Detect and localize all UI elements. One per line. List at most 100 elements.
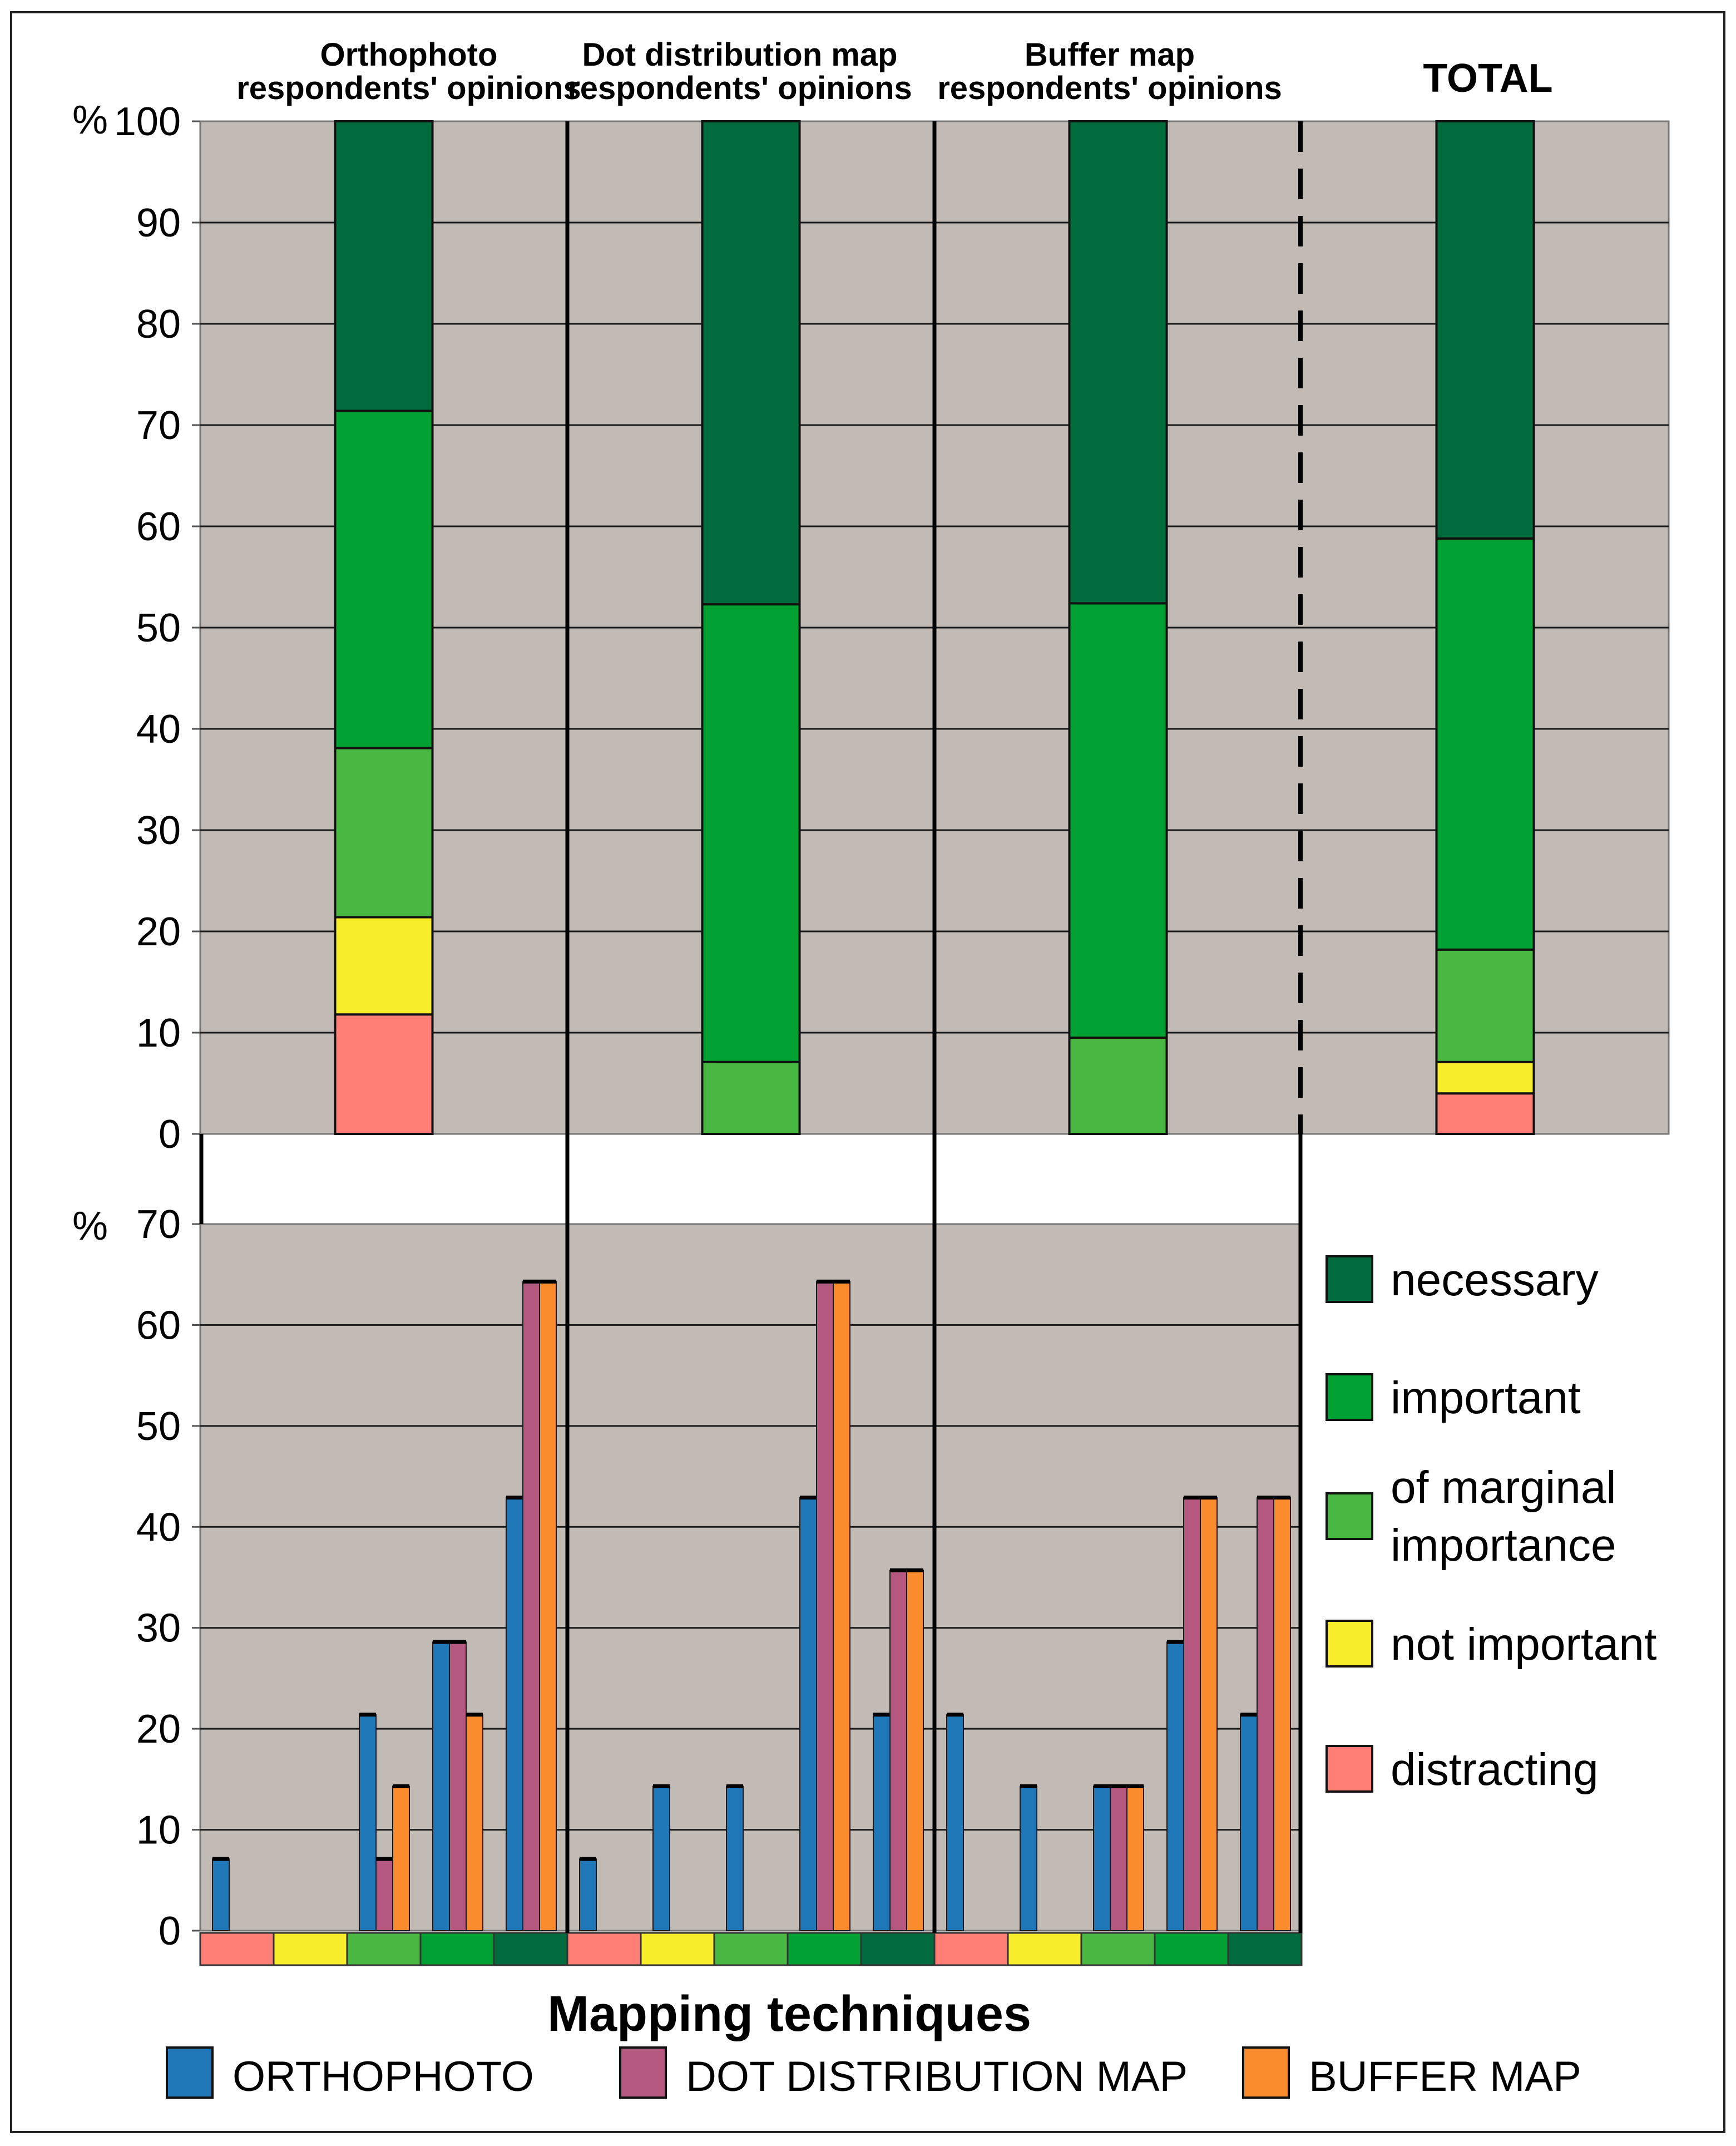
- x-axis-label: Mapping techniques: [547, 1986, 1031, 2042]
- category-swatch-necessary: [1227, 1932, 1303, 1966]
- top-y-tick-label: 70: [136, 403, 181, 448]
- stacked-segment-necessary: [1435, 120, 1535, 540]
- bar-dot-distribution-map: [1257, 1497, 1274, 1931]
- bar-buffer-map: [1200, 1497, 1218, 1931]
- panel-title: TOTAL: [1423, 56, 1552, 101]
- category-swatch-of-marginal-importance: [1080, 1932, 1156, 1966]
- stacked-segment-of-marginal-importance: [1068, 1037, 1168, 1135]
- bottom-y-tick-labels: 0 10 20 30 40 50 60 70: [136, 1202, 200, 1953]
- top-y-tick-label: 60: [136, 505, 181, 549]
- stacked-segment-important: [334, 410, 434, 749]
- top-stacked-bars: [334, 120, 1535, 1136]
- bottom-y-tick-label: 70: [136, 1202, 181, 1247]
- stacked-segment-of-marginal-importance: [334, 747, 434, 919]
- category-swatch-necessary: [860, 1932, 936, 1966]
- top-y-axis-label: %: [72, 98, 108, 142]
- bar-buffer-map: [906, 1570, 924, 1932]
- bottom-panel: 0 10 20 30 40 50 60 70 % Mapping techniques: [72, 1202, 1303, 2042]
- stacked-segment-of-marginal-importance: [1435, 948, 1535, 1063]
- bar-orthophoto: [579, 1858, 597, 1932]
- top-y-tick-label: 80: [136, 302, 181, 347]
- bar-dot-distribution-map: [375, 1858, 393, 1932]
- bottom-y-tick-label: 40: [136, 1505, 181, 1550]
- legend-label: distracting: [1391, 1744, 1599, 1795]
- technique-legend-swatch: [166, 2046, 214, 2099]
- top-panel: 0 10 20 30 40 50 60 70 80 90 100 % Orthophoto respo…: [72, 37, 1670, 1157]
- bar-dot-distribution-map: [1110, 1785, 1127, 1931]
- stacked-segment-of-marginal-importance: [701, 1060, 801, 1136]
- top-y-tick-label: 30: [136, 808, 181, 853]
- technique-legend-label: BUFFER MAP: [1309, 2053, 1581, 2100]
- panel-title: Orthophoto respondents' opinions: [236, 37, 581, 106]
- stacked-segment-necessary: [334, 120, 434, 412]
- legend-swatch: [1326, 1492, 1373, 1540]
- top-y-tick-labels: 0 10 20 30 40 50 60 70 80 90 100: [114, 100, 200, 1157]
- stacked-segment-not-important: [334, 916, 434, 1016]
- top-y-tick-label: 40: [136, 707, 181, 752]
- category-swatch-important: [1154, 1932, 1229, 1966]
- bar-buffer-map: [1126, 1785, 1144, 1931]
- technique-legend-swatch: [619, 2046, 667, 2099]
- bottom-y-tick-label: 30: [136, 1606, 181, 1651]
- legend-label: of marginal importance: [1391, 1462, 1616, 1571]
- bar-orthophoto: [726, 1785, 744, 1931]
- top-y-tick-label: 50: [136, 606, 181, 650]
- bar-orthophoto: [1240, 1714, 1258, 1932]
- bar-orthophoto: [873, 1714, 891, 1932]
- bar-dot-distribution-map: [1183, 1497, 1201, 1931]
- top-y-tick-label: 20: [136, 910, 181, 954]
- category-color-strip: [199, 1932, 1303, 1966]
- legend-swatch: [1326, 1620, 1373, 1668]
- legend-label: necessary: [1391, 1255, 1599, 1305]
- opinion-legend: necessary important of marginal importance n…: [1326, 1255, 1657, 1795]
- legend-label: important: [1391, 1373, 1581, 1423]
- stacked-segment-distracting: [334, 1013, 434, 1135]
- panel-title: Dot distribution map respondents' opinion…: [567, 37, 912, 106]
- bar-dot-distribution-map: [889, 1570, 907, 1932]
- stacked-segment-important: [1435, 537, 1535, 951]
- bar-buffer-map: [392, 1785, 410, 1931]
- legend-swatch: [1326, 1745, 1373, 1793]
- bottom-y-tick-label: 20: [136, 1707, 181, 1752]
- bar-orthophoto: [652, 1785, 670, 1931]
- bar-buffer-map: [833, 1281, 850, 1931]
- top-y-tick-label: 90: [136, 201, 181, 245]
- panel-title: Buffer map respondents' opinions: [937, 37, 1282, 106]
- category-swatch-important: [787, 1932, 862, 1966]
- category-swatch-of-marginal-importance: [346, 1932, 422, 1966]
- technique-legend: ORTHOPHOTO DOT DISTRIBUTION MAP BUFFER MAP: [166, 2046, 1581, 2100]
- category-swatch-distracting: [566, 1932, 642, 1966]
- bar-orthophoto: [212, 1858, 230, 1932]
- category-swatch-not-important: [273, 1932, 348, 1966]
- legend-swatch: [1326, 1255, 1373, 1303]
- bar-buffer-map: [466, 1714, 483, 1932]
- legend-label: not important: [1391, 1619, 1657, 1670]
- category-swatch-not-important: [1007, 1932, 1082, 1966]
- bar-orthophoto: [506, 1497, 523, 1931]
- bar-orthophoto: [1093, 1785, 1111, 1931]
- bar-dot-distribution-map: [449, 1641, 467, 1931]
- bottom-y-axis-label: %: [72, 1204, 108, 1249]
- bottom-y-tick-label: 60: [136, 1303, 181, 1348]
- technique-legend-label: ORTHOPHOTO: [233, 2053, 534, 2100]
- bar-orthophoto: [799, 1497, 817, 1931]
- panel-gap: [201, 1136, 1300, 1224]
- category-swatch-important: [419, 1932, 495, 1966]
- category-swatch-distracting: [933, 1932, 1009, 1966]
- stacked-segment-necessary: [701, 120, 801, 606]
- top-y-tick-label: 10: [136, 1011, 181, 1055]
- category-swatch-distracting: [199, 1932, 275, 1966]
- bar-dot-distribution-map: [816, 1281, 834, 1931]
- bar-buffer-map: [1273, 1497, 1291, 1931]
- stacked-segment-not-important: [1435, 1060, 1535, 1095]
- bar-orthophoto: [946, 1714, 964, 1932]
- bottom-y-tick-label: 10: [136, 1808, 181, 1853]
- bar-orthophoto: [1166, 1641, 1184, 1931]
- bottom-grouped-bars: [212, 1279, 1291, 1932]
- legend-swatch: [1326, 1373, 1373, 1421]
- bar-dot-distribution-map: [522, 1281, 540, 1931]
- top-y-tick-label: 100: [114, 100, 181, 144]
- bottom-y-tick-label: 0: [159, 1909, 181, 1953]
